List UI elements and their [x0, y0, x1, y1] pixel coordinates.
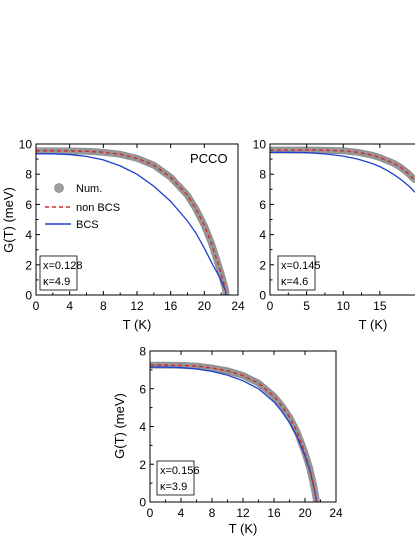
y-tick-label: 2 [259, 258, 266, 272]
y-tick-label: 6 [139, 382, 146, 396]
x-tick-label: 0 [267, 299, 274, 313]
x-tick-label: 24 [231, 299, 245, 313]
x-tick-label: 4 [66, 299, 73, 313]
x-tick-label: 5 [303, 299, 310, 313]
doping-label: x=0.145 [281, 260, 320, 272]
x-tick-label: 10 [337, 299, 351, 313]
y-tick-label: 8 [25, 168, 32, 182]
x-tick-label: 24 [329, 506, 343, 520]
x-tick-label: 0 [147, 506, 154, 520]
x-tick-label: 12 [130, 299, 144, 313]
x-tick-label: 4 [178, 506, 185, 520]
axes-top-right: 0 5 10 15 0 2 4 6 8 10 [253, 138, 387, 314]
y-tick-label: 0 [25, 289, 32, 303]
y-tick-label: 4 [139, 420, 146, 434]
panel-top-right: 0 5 10 15 0 2 4 6 8 10 T (K) x=0.145 κ=4.6 [253, 138, 415, 332]
legend-marker-num [54, 183, 64, 193]
kappa-label: κ=4.6 [281, 276, 308, 288]
doping-label: x=0.128 [43, 260, 82, 272]
kappa-label: κ=4.9 [43, 276, 70, 288]
y-tick-label: 10 [19, 138, 33, 152]
x-axis-label: T (K) [359, 317, 388, 332]
x-tick-label: 16 [267, 506, 281, 520]
y-tick-label: 0 [139, 496, 146, 510]
plot-area-top-right [270, 146, 415, 193]
parameter-box-frame [156, 460, 195, 496]
y-axis-label: G(T) (meV) [1, 187, 16, 253]
series-line-non-bcs [150, 364, 318, 502]
y-tick-label: 10 [253, 138, 267, 152]
x-tick-label: 12 [236, 506, 250, 520]
y-tick-label: 6 [25, 198, 32, 212]
x-tick-label: 8 [209, 506, 216, 520]
parameter-box: x=0.145 κ=4.6 [277, 255, 320, 291]
x-tick-label: 8 [100, 299, 107, 313]
y-tick-label: 4 [259, 228, 266, 242]
doping-label: x=0.156 [160, 465, 199, 477]
kappa-label: κ=3.9 [160, 481, 187, 493]
x-axis-label: T (K) [123, 317, 152, 332]
legend-label-num: Num. [76, 183, 102, 195]
legend-label-bcs: BCS [76, 219, 99, 231]
y-tick-label: 4 [25, 228, 32, 242]
legend: Num. non BCS BCS [45, 183, 120, 231]
y-axis-label: G(T) (meV) [112, 393, 127, 459]
x-tick-label: 16 [164, 299, 178, 313]
y-tick-label: 0 [259, 289, 266, 303]
x-tick-label: 15 [373, 299, 387, 313]
x-tick-label: 20 [198, 299, 212, 313]
parameter-box: x=0.156 κ=3.9 [156, 460, 199, 496]
x-tick-label: 0 [33, 299, 40, 313]
series-line-bcs [270, 151, 415, 193]
series-line-non-bcs [36, 150, 227, 295]
parameter-box: x=0.128 κ=4.9 [39, 255, 82, 291]
parameter-box-frame [277, 255, 316, 291]
y-tick-label: 8 [139, 345, 146, 359]
material-label: PCCO [190, 151, 228, 166]
x-tick-label: 20 [298, 506, 312, 520]
series-line-non-bcs [270, 149, 415, 181]
y-tick-label: 8 [259, 168, 266, 182]
y-tick-label: 2 [139, 458, 146, 472]
legend-label-nonbcs: non BCS [76, 202, 120, 214]
y-tick-label: 2 [25, 258, 32, 272]
x-axis-label: T (K) [229, 521, 258, 536]
series-line-bcs [36, 153, 227, 295]
y-tick-label: 6 [259, 198, 266, 212]
plot-area-top-left [36, 147, 230, 295]
parameter-box-frame [39, 255, 78, 291]
plot-area-bottom [150, 361, 320, 502]
